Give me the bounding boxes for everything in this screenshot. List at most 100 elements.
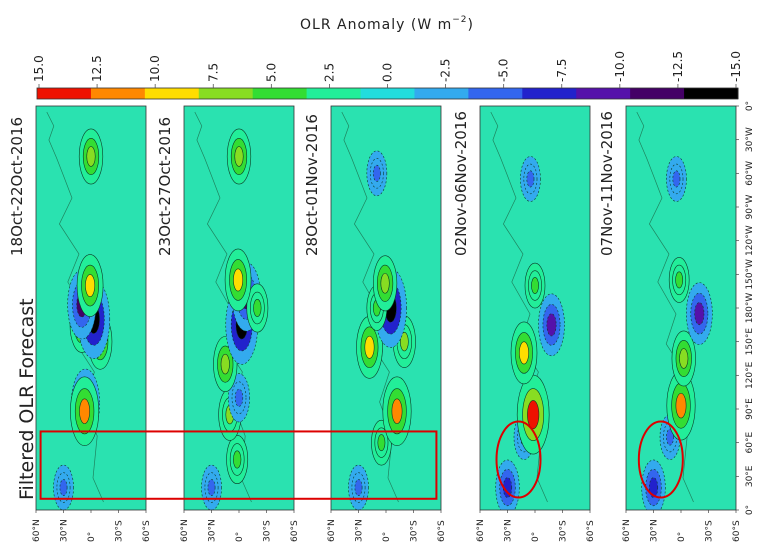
anomaly-contour	[207, 479, 216, 496]
colorbar-tick-label: -7.5	[555, 59, 569, 82]
positive-anomaly	[78, 128, 104, 185]
anomaly-contour	[526, 170, 535, 188]
anomaly-contour	[675, 392, 687, 419]
colorbar-tick-label: 10.0	[148, 55, 162, 82]
positive-anomaly	[226, 434, 249, 484]
lat-tick-label: 30°N	[355, 519, 365, 542]
anomaly-contour	[372, 164, 381, 182]
colorbar-tick-label: 0.0	[381, 63, 395, 82]
positive-anomaly	[372, 255, 398, 312]
positive-anomaly	[76, 254, 104, 317]
anomaly-contour	[233, 268, 244, 292]
anomaly-contour	[253, 298, 262, 318]
colorbar-tick-label: -12.5	[671, 51, 685, 82]
anomaly-contour	[59, 479, 68, 496]
lat-tick-label: 60°N	[622, 519, 632, 542]
lat-tick-label: 30°S	[115, 520, 125, 542]
anomaly-contour	[391, 398, 403, 424]
map-panel: 02Nov-06Nov-2016 60°N 30°N 0° 30°S 60°S	[452, 105, 596, 542]
anomaly-contour	[233, 450, 242, 469]
map-panel: 23Oct-27Oct-2016 60°N 30°N 0° 30°S 60°S	[156, 105, 300, 542]
anomaly-contour	[220, 353, 230, 375]
lat-tick-label: 60°S	[437, 520, 447, 542]
positive-anomaly	[356, 315, 383, 379]
lon-tick-label: 90°W	[745, 194, 755, 219]
colorbar-tick-label: -15.0	[729, 51, 743, 82]
colorbar-swatch	[576, 88, 631, 99]
panel-period-label: 18Oct-22Oct-2016	[8, 117, 26, 256]
colorbar-swatch	[144, 88, 200, 99]
lon-tick-label: 0°	[745, 101, 755, 111]
lat-tick-label: 30°S	[410, 520, 420, 542]
highlight-ellipse	[637, 420, 684, 499]
negative-anomaly	[366, 150, 388, 197]
anomaly-contour	[675, 271, 684, 289]
colorbar-swatch	[414, 88, 469, 99]
colorbar-swatch	[90, 88, 146, 99]
lon-tick-label: 60°W	[745, 161, 755, 186]
anomaly-contour	[86, 146, 96, 167]
positive-anomaly	[70, 376, 100, 446]
colorbar-tick-label: 7.5	[206, 63, 220, 82]
colorbar-swatch	[252, 88, 308, 99]
lat-tick-label: 30°N	[650, 519, 660, 542]
anomaly-contour	[546, 313, 557, 337]
chart-title: OLR Anomaly (W m−2)	[300, 15, 474, 33]
positive-anomaly	[510, 321, 538, 385]
lon-tick-label: 90°E	[745, 398, 755, 420]
lon-tick-label: 30°E	[745, 465, 755, 487]
map-panel: 28Oct-01Nov-2016 60°N 30°N 0° 30°S 60°S	[303, 105, 447, 542]
panel-period-label: 02Nov-06Nov-2016	[452, 111, 470, 256]
anomaly-contour	[679, 348, 689, 369]
panel-period-label: 23Oct-27Oct-2016	[156, 117, 174, 256]
anomaly-contour	[694, 302, 705, 326]
lon-tick-label: 60°E	[745, 432, 755, 454]
lon-tick-label: 0°	[745, 505, 755, 515]
lon-tick-label: 120°W	[745, 225, 755, 256]
anomaly-contour	[531, 277, 539, 294]
colorbar-tick-label: 12.5	[90, 55, 104, 82]
lon-tick-label: 180°W	[745, 293, 755, 324]
map-panel: 07Nov-11Nov-2016 60°N 30°N 0° 30°S 60°S	[598, 105, 742, 542]
negative-anomaly	[53, 464, 74, 510]
highlight-ellipse	[495, 420, 542, 499]
anomaly-contour	[364, 335, 375, 359]
positive-anomaly	[246, 283, 269, 333]
lat-tick-label: 60°N	[180, 519, 190, 542]
colorbar: 15.0 12.5 10.0 7.5 5.0 2.5 0.0 -2.5 -5.0 -7.5 -10.…	[32, 51, 743, 100]
lat-tick-label: 60°S	[290, 520, 300, 542]
lat-tick-label: 0°	[677, 532, 687, 542]
positive-anomaly	[666, 370, 696, 441]
anomaly-contour	[672, 170, 681, 188]
lat-tick-label: 30°N	[504, 519, 514, 542]
colorbar-swatch	[198, 88, 254, 99]
colorbar-tick-label: 5.0	[264, 63, 278, 82]
negative-anomaly	[538, 293, 565, 357]
negative-anomaly	[201, 464, 222, 510]
lat-tick-label: 60°N	[327, 519, 337, 542]
colorbar-swatch	[684, 88, 739, 99]
negative-anomaly	[686, 282, 713, 345]
anomaly-contour	[354, 479, 363, 496]
panel-period-label: 07Nov-11Nov-2016	[598, 111, 616, 256]
positive-anomaly	[671, 330, 696, 387]
chart-title-exponent: −2	[452, 15, 467, 25]
lat-tick-label: 30°S	[263, 520, 273, 542]
side-title: Filtered OLR Forecast	[16, 298, 38, 500]
anomaly-contour	[234, 388, 244, 407]
lon-tick-label: 150°E	[745, 328, 755, 356]
anomaly-contour	[519, 341, 529, 365]
anomaly-contour	[502, 477, 513, 498]
anomaly-contour	[666, 428, 674, 446]
positive-anomaly	[524, 262, 546, 309]
negative-anomaly	[666, 156, 687, 202]
anomaly-contour	[85, 274, 96, 298]
anomaly-contour	[79, 398, 90, 424]
lat-tick-label: 0°	[87, 532, 97, 542]
colorbar-tick-label: 2.5	[322, 63, 336, 82]
colorbar-swatch	[306, 88, 362, 99]
anomaly-contour	[380, 273, 390, 294]
colorbar-tick-label: -5.0	[497, 59, 511, 82]
negative-anomaly	[495, 459, 520, 510]
